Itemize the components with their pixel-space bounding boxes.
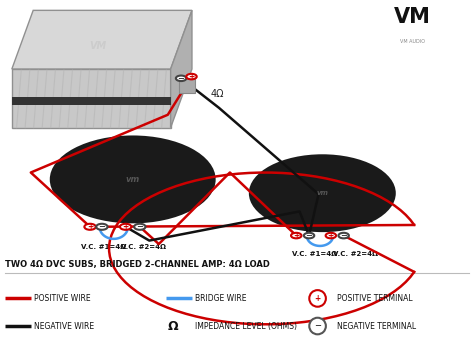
Ellipse shape — [71, 146, 195, 213]
Text: V.C. #2=4Ω: V.C. #2=4Ω — [121, 244, 166, 250]
Text: VM: VM — [394, 7, 431, 27]
Bar — [12, 97, 171, 105]
Text: IMPEDANCE LEVEL (OHMS): IMPEDANCE LEVEL (OHMS) — [195, 322, 297, 331]
Ellipse shape — [249, 154, 396, 232]
Text: −: − — [137, 222, 143, 231]
Ellipse shape — [120, 224, 131, 230]
Text: +: + — [314, 294, 321, 303]
Text: NEGATIVE WIRE: NEGATIVE WIRE — [34, 322, 94, 331]
Ellipse shape — [109, 167, 156, 192]
Ellipse shape — [302, 182, 343, 204]
Text: POSITIVE TERMINAL: POSITIVE TERMINAL — [337, 294, 413, 303]
Ellipse shape — [100, 162, 166, 197]
Polygon shape — [12, 69, 171, 128]
Ellipse shape — [50, 136, 216, 223]
Text: BRIDGE WIRE: BRIDGE WIRE — [195, 294, 247, 303]
Polygon shape — [171, 10, 192, 128]
Ellipse shape — [118, 171, 148, 187]
Text: NEGATIVE TERMINAL: NEGATIVE TERMINAL — [337, 322, 417, 331]
Ellipse shape — [338, 233, 349, 238]
Text: TWO 4Ω DVC SUBS, BRIDGED 2-CHANNEL AMP: 4Ω LOAD: TWO 4Ω DVC SUBS, BRIDGED 2-CHANNEL AMP: … — [5, 260, 270, 269]
Ellipse shape — [293, 178, 352, 209]
Ellipse shape — [186, 74, 197, 79]
Text: VM: VM — [89, 41, 106, 50]
Text: V.C. #1=4Ω: V.C. #1=4Ω — [81, 244, 126, 250]
Text: +: + — [87, 222, 93, 231]
Text: +: + — [293, 231, 300, 240]
Ellipse shape — [309, 318, 326, 334]
Text: vm: vm — [316, 190, 328, 196]
Ellipse shape — [256, 158, 389, 228]
Text: VM AUDIO: VM AUDIO — [400, 39, 425, 44]
Text: 4Ω: 4Ω — [210, 89, 224, 99]
Ellipse shape — [176, 76, 186, 81]
Ellipse shape — [58, 140, 207, 219]
Ellipse shape — [96, 224, 108, 230]
Text: POSITIVE WIRE: POSITIVE WIRE — [34, 294, 91, 303]
Ellipse shape — [267, 164, 377, 223]
Text: vm: vm — [126, 175, 140, 184]
Ellipse shape — [309, 186, 336, 200]
Ellipse shape — [291, 233, 301, 238]
Text: V.C. #1=4Ω: V.C. #1=4Ω — [292, 251, 337, 257]
Text: −: − — [178, 74, 184, 83]
Ellipse shape — [309, 290, 326, 307]
Ellipse shape — [278, 170, 366, 217]
Ellipse shape — [304, 233, 314, 238]
Text: +: + — [328, 231, 334, 240]
Text: +: + — [122, 222, 129, 231]
Ellipse shape — [124, 175, 141, 184]
Polygon shape — [12, 10, 192, 69]
Text: V.C. #2=4Ω: V.C. #2=4Ω — [333, 251, 378, 257]
Ellipse shape — [315, 189, 330, 197]
Text: −: − — [340, 231, 347, 240]
Text: −: − — [306, 231, 312, 240]
Text: −: − — [314, 322, 321, 331]
Text: −: − — [99, 222, 105, 231]
Ellipse shape — [83, 153, 182, 206]
Text: Ω: Ω — [168, 319, 178, 333]
Ellipse shape — [134, 224, 146, 230]
Text: +: + — [188, 72, 195, 81]
Bar — [179, 79, 195, 93]
Ellipse shape — [326, 233, 336, 238]
Ellipse shape — [84, 224, 96, 230]
